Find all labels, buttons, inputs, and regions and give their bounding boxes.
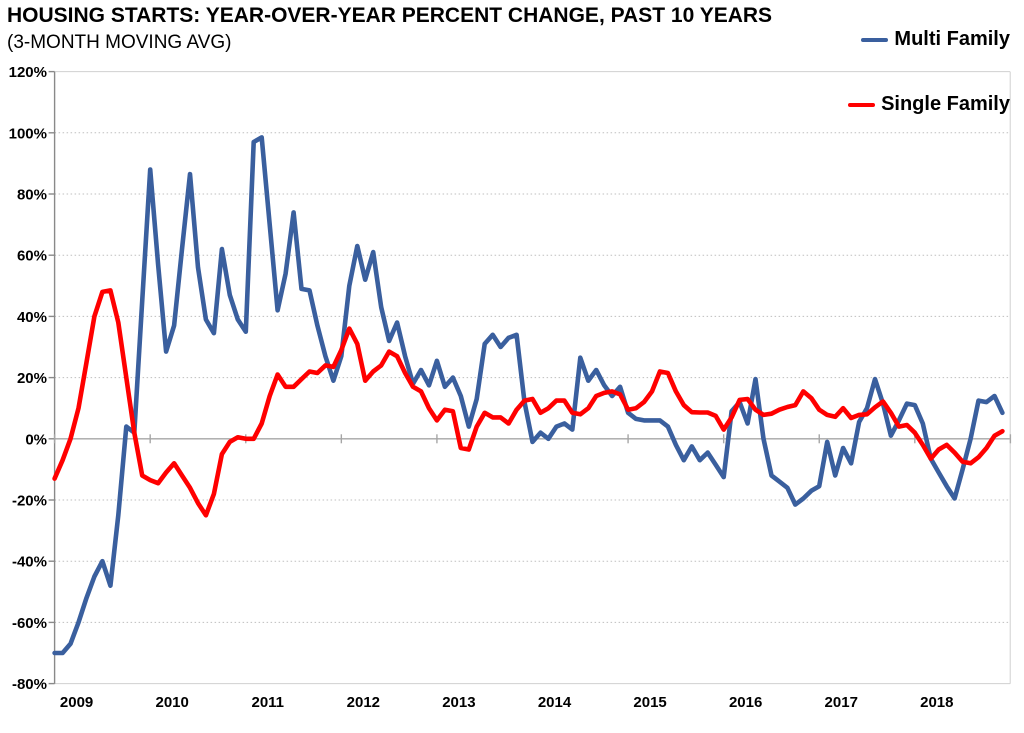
chart-subtitle: (3-MONTH MOVING AVG) (7, 32, 232, 53)
y-axis-label: -60% (12, 615, 47, 632)
x-axis-label: 2016 (729, 694, 762, 711)
x-axis-label: 2012 (347, 694, 380, 711)
x-axis-label: 2009 (60, 694, 93, 711)
y-axis-label: 120% (9, 64, 47, 81)
y-axis-label: 0% (25, 431, 47, 448)
legend-item-multi-family: Multi Family (861, 28, 1010, 51)
single-family-line (52, 288, 1005, 518)
x-axis-label: 2015 (633, 694, 666, 711)
x-axis-label: 2014 (538, 694, 572, 711)
legend-item-single-family: Single Family (848, 93, 1010, 116)
x-axis-label: 2013 (442, 694, 475, 711)
y-axis-label: 20% (17, 370, 47, 387)
x-axis-label: 2017 (825, 694, 858, 711)
gridlines (54, 71, 1011, 685)
y-axis-label: -20% (12, 493, 47, 510)
y-axis-label: -40% (12, 554, 47, 571)
y-axis-label: -80% (12, 676, 47, 693)
legend-label-single-family: Single Family (881, 93, 1010, 115)
x-axis-label: 2011 (251, 694, 284, 711)
y-axis-label: 100% (9, 125, 47, 142)
multi-family-line (52, 135, 1005, 656)
chart-title: HOUSING STARTS: YEAR-OVER-YEAR PERCENT C… (7, 4, 773, 27)
series-lines (52, 135, 1005, 656)
axes (48, 70, 1012, 685)
legend-label-multi-family: Multi Family (894, 28, 1010, 50)
axis-labels: 120% 100% 80% 60% 40% 20% 0% -20% -40% -60% -80% 20… (9, 64, 954, 711)
multi-family-line-marker (861, 37, 889, 42)
y-axis-label: 80% (17, 187, 47, 204)
x-axis-label: 2018 (920, 694, 953, 711)
x-axis-label: 2010 (155, 694, 188, 711)
single-family-line-marker (848, 102, 876, 107)
y-axis-label: 40% (17, 309, 47, 326)
y-axis-label: 60% (17, 248, 47, 265)
